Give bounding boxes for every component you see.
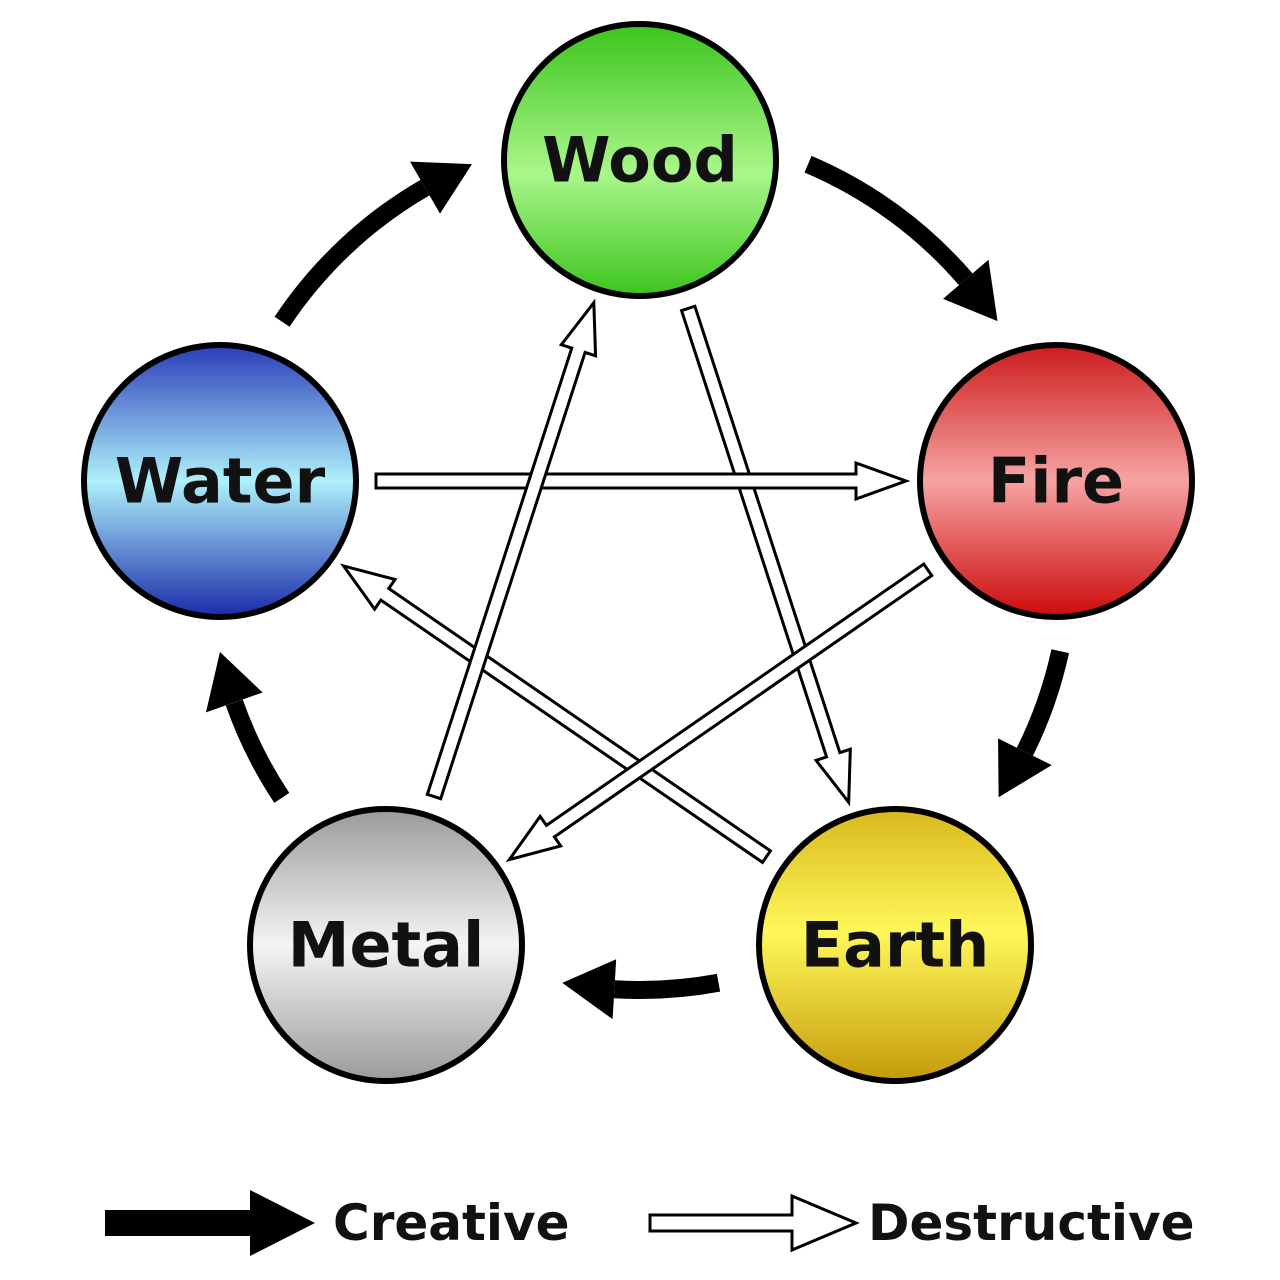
- creative-arrowhead-metal-water: [205, 651, 263, 713]
- metal-circle: [247, 806, 525, 1084]
- water-label: Water: [115, 445, 326, 518]
- legend-destructive-arrow-icon: [648, 1193, 860, 1253]
- node-earth: Earth: [756, 806, 1034, 1084]
- creative-arrow-fire-earth: [1016, 649, 1070, 756]
- legend-creative-arrow-icon: [105, 1190, 315, 1256]
- destructive-arrow-wood-earth: [679, 304, 852, 807]
- destructive-arrow-fire-metal: [505, 561, 934, 863]
- fire-circle: [917, 342, 1195, 620]
- creative-arrowhead-water-wood: [410, 161, 472, 214]
- creative-cycle: [205, 155, 1070, 1020]
- fire-label: Fire: [988, 445, 1124, 518]
- metal-label: Metal: [288, 909, 484, 982]
- wood-circle: [501, 21, 779, 299]
- node-fire: Fire: [917, 342, 1195, 620]
- creative-arrowhead-wood-fire: [943, 259, 998, 322]
- legend-destructive: Destructive: [648, 1193, 1195, 1253]
- earth-label: Earth: [801, 909, 990, 982]
- destructive-arrow-earth-water: [339, 563, 773, 865]
- legend: Creative Destructive: [105, 1190, 1195, 1256]
- creative-arrow-wood-fire: [804, 155, 973, 286]
- water-circle: [81, 342, 359, 620]
- legend-creative-label: Creative: [333, 1194, 570, 1252]
- earth-circle: [756, 806, 1034, 1084]
- destructive-arrow-water-fire: [374, 460, 911, 502]
- creative-arrow-metal-water: [225, 699, 290, 803]
- creative-arrowhead-fire-earth: [998, 738, 1052, 798]
- wood-label: Wood: [542, 124, 738, 197]
- creative-arrowhead-earth-metal: [562, 959, 617, 1020]
- destructive-cycle: [339, 298, 934, 865]
- node-metal: Metal: [247, 806, 525, 1084]
- legend-destructive-label: Destructive: [868, 1194, 1195, 1252]
- creative-arrow-water-wood: [274, 179, 430, 327]
- node-wood: Wood: [501, 21, 779, 299]
- creative-arrow-earth-metal: [613, 973, 721, 999]
- node-water: Water: [81, 342, 359, 620]
- destructive-arrow-metal-wood: [425, 298, 598, 801]
- legend-creative: Creative: [105, 1190, 570, 1256]
